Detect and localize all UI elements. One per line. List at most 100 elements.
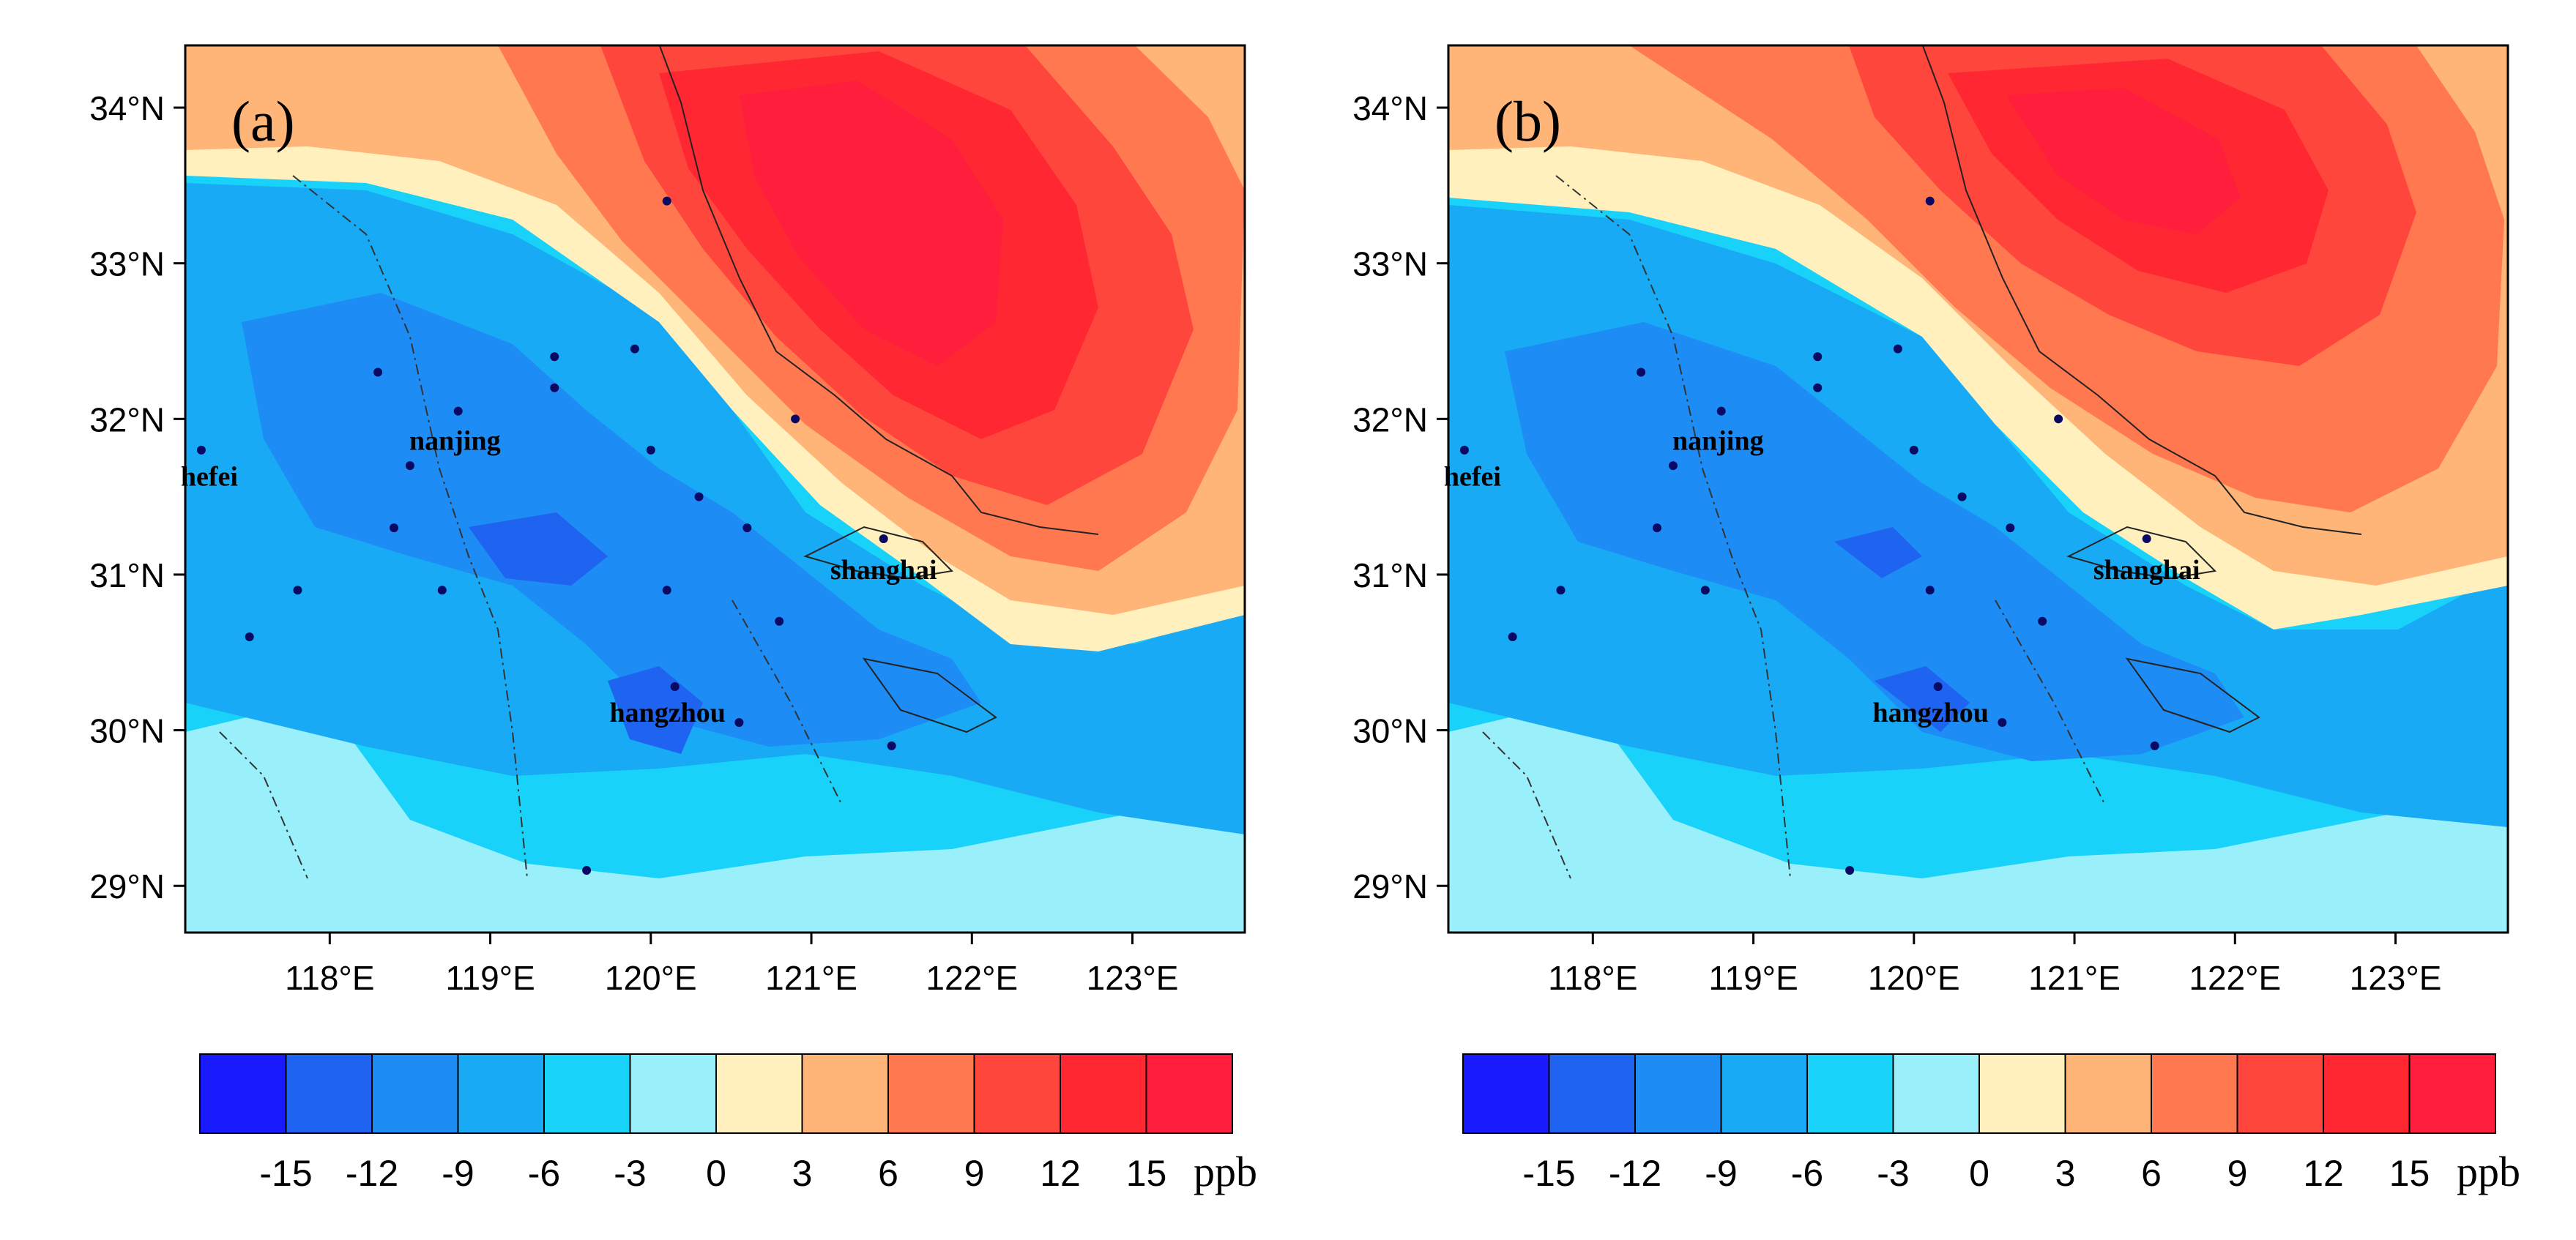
- colorbar-box: [715, 1053, 803, 1134]
- station-dot: [437, 586, 447, 595]
- panel-a-colorbar: -15 -12 -9 -6 -3 0 3 6 9 12 15: [199, 1053, 1233, 1194]
- colorbar-box: [1720, 1053, 1808, 1134]
- panel-a-band-neg3: [185, 703, 1245, 933]
- panel-a-coastline: [658, 45, 1099, 535]
- lon-tick-label: 118°E: [1548, 959, 1637, 997]
- colorbar-label: -6: [528, 1153, 560, 1194]
- lat-tick-label: 31°N: [1352, 556, 1428, 594]
- station-dot: [1436, 640, 1445, 649]
- panel-b-lat-axis: 34°N 33°N 32°N 31°N 30°N 29°N: [1352, 89, 1448, 905]
- colorbar-box: [457, 1053, 545, 1134]
- colorbar-box: [973, 1053, 1061, 1134]
- station-dot: [775, 616, 784, 626]
- station-dot: [453, 406, 463, 416]
- station-dot: [245, 632, 254, 641]
- city-label-nanjing: nanjing: [409, 426, 501, 457]
- city-label-nanjing: nanjing: [1672, 426, 1764, 457]
- station-dot: [670, 682, 680, 692]
- panel-b-band-neg3: [1448, 703, 2508, 933]
- station-dot: [879, 534, 888, 544]
- colorbar-label: 9: [964, 1153, 985, 1194]
- colorbar-box: [2323, 1053, 2411, 1134]
- colorbar-box: [285, 1053, 373, 1134]
- station-dot: [1893, 344, 1902, 354]
- colorbar-label: 3: [792, 1153, 813, 1194]
- panel-b-band-15: [2006, 88, 2241, 234]
- station-dot: [2150, 741, 2159, 750]
- station-dot: [1933, 682, 1943, 692]
- lon-tick-label: 121°E: [765, 959, 857, 997]
- colorbar-label: -3: [614, 1153, 646, 1194]
- panel-b-coastline: [1921, 45, 2362, 535]
- colorbar-label: -15: [259, 1153, 312, 1194]
- panel-a-field: [185, 45, 1245, 933]
- station-dot: [1998, 717, 2007, 727]
- station-dot: [1909, 445, 1918, 455]
- colorbar-box: [1462, 1053, 1550, 1134]
- panel-b-band-neg12: [1834, 527, 1970, 732]
- panel-b-frame: [1447, 44, 2509, 934]
- station-dot: [694, 492, 704, 501]
- station-dot: [293, 586, 302, 595]
- panel-a-province-borders: [219, 175, 843, 879]
- panel-b-province-borders: [1482, 175, 2106, 879]
- station-dot: [662, 196, 671, 206]
- colorbar-label: 12: [1040, 1153, 1081, 1194]
- colorbar-label: 12: [2303, 1153, 2344, 1194]
- city-label-hangzhou: hangzhou: [1872, 698, 1988, 728]
- lon-tick-label: 122°E: [926, 959, 1018, 997]
- lon-tick-label: 123°E: [2350, 959, 2442, 997]
- station-dot: [1716, 406, 1726, 416]
- panel-b-field: [1436, 45, 2508, 933]
- colorbar-label: -12: [1609, 1153, 1661, 1194]
- lon-tick-label: 123°E: [1087, 959, 1179, 997]
- station-dot: [390, 523, 399, 533]
- colorbar-box: [1892, 1053, 1980, 1134]
- station-dot: [1508, 632, 1517, 641]
- colorbar-label: -15: [1522, 1153, 1575, 1194]
- station-dot: [2142, 534, 2151, 544]
- panel-a: (a) 34°N33°N32°N31°N30°N29°N 118°E 119°E 1…: [89, 44, 1246, 997]
- lon-tick-label: 121°E: [2028, 959, 2121, 997]
- colorbar-label: -9: [1705, 1153, 1737, 1194]
- lat-tick-label: 30°N: [1352, 712, 1428, 750]
- lat-tick-label: 29°N: [89, 867, 165, 905]
- colorbar-box: [1634, 1053, 1722, 1134]
- lat-tick-label: 34°N: [1352, 89, 1428, 127]
- colorbar-label: 0: [1969, 1153, 1989, 1194]
- colorbar-label: 15: [1126, 1153, 1167, 1194]
- city-label-shanghai: shanghai: [830, 555, 937, 586]
- panel-b: (b) 34°N33°N32°N31°N30°N29°N 118°E 119°E 1…: [1352, 44, 2509, 997]
- station-dot: [1556, 586, 1566, 595]
- panel-a-lat-axis: 34°N 33°N 32°N 31°N 30°N 29°N: [89, 89, 185, 905]
- station-dot: [1700, 586, 1710, 595]
- station-dot: [582, 865, 592, 875]
- station-dot: [1957, 492, 1967, 501]
- lon-tick-label: 120°E: [605, 959, 697, 997]
- station-dot: [630, 344, 639, 354]
- panel-b-stations: [1436, 196, 2159, 875]
- panel-a-band-neg12: [469, 512, 703, 754]
- lon-tick-label: 120°E: [1868, 959, 1960, 997]
- colorbar-box: [1978, 1053, 2066, 1134]
- panel-b-label: (b): [1494, 89, 1561, 153]
- panel-b-cities: nanjing hefei shanghai hangzhou: [1444, 426, 2200, 728]
- colorbar-label: 0: [706, 1153, 726, 1194]
- colorbar-box: [887, 1053, 975, 1134]
- colorbar-box: [2151, 1053, 2238, 1134]
- station-dot: [1459, 445, 1469, 455]
- colorbar-box: [2408, 1053, 2496, 1134]
- station-dot: [1813, 352, 1823, 362]
- panel-a-band-neg9: [242, 293, 981, 747]
- lat-tick-label: 33°N: [89, 245, 165, 283]
- lat-tick-label: 33°N: [1352, 245, 1428, 283]
- colorbar-label: -9: [442, 1153, 474, 1194]
- station-dot: [1637, 367, 1646, 377]
- lat-tick-label: 30°N: [89, 712, 165, 750]
- station-dot: [662, 586, 671, 595]
- colorbar-label: -6: [1791, 1153, 1823, 1194]
- colorbar-box: [629, 1053, 717, 1134]
- station-dot: [646, 445, 655, 455]
- lon-tick-label: 118°E: [285, 959, 374, 997]
- station-dot: [734, 717, 744, 727]
